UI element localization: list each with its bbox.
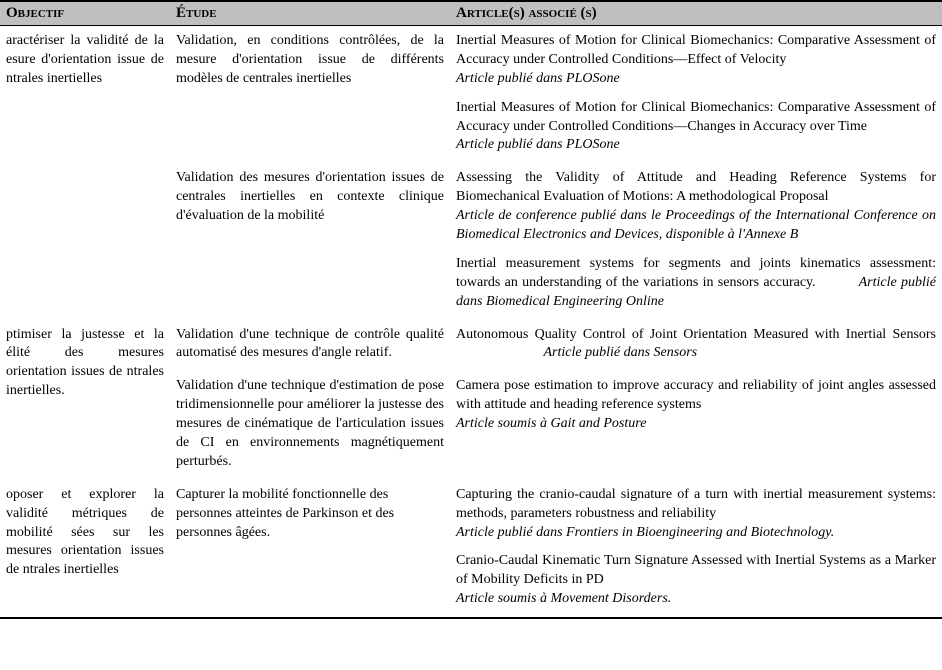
header-articles: Article(s) associé (s) (450, 1, 942, 26)
sec1-objectif: aractériser la validité de la esure d'or… (0, 26, 170, 320)
section-1: aractériser la validité de la esure d'or… (0, 26, 942, 320)
sec3-art2-title: Cranio-Caudal Kinematic Turn Signature A… (456, 553, 936, 587)
sec1-etude2: Validation des mesures d'orientation iss… (170, 163, 450, 319)
section-3: oposer et explorer la validité métriques… (0, 480, 942, 618)
header-etude: Étude (170, 1, 450, 26)
sec1-art1-title: Inertial Measures of Motion for Clinical… (456, 33, 936, 67)
sec3-art1-pub: Article publié dans Frontiers in Bioengi… (456, 525, 834, 540)
sec3-art2-pub: Article soumis à Movement Disorders. (456, 591, 671, 606)
sec2-art1-pub: Article publié dans Sensors (544, 345, 698, 360)
sec3-etude1: Capturer la mobilité fonctionnelle des p… (170, 480, 450, 618)
sec2-art2-title: Camera pose estimation to improve accura… (456, 378, 936, 412)
sec3-art1-title: Capturing the cranio-caudal signature of… (456, 487, 936, 521)
sec1-articles-block1: Inertial Measures of Motion for Clinical… (450, 26, 942, 164)
sec1-art3-pub: Article de conference publié dans le Pro… (456, 208, 936, 242)
sec3-articles: Capturing the cranio-caudal signature of… (450, 480, 942, 618)
sec1-art1-pub: Article publié dans PLOSone (456, 71, 620, 86)
sec2-etude1: Validation d'une technique de contrôle q… (170, 320, 450, 372)
sec2-etude2: Validation d'une technique d'estimation … (170, 371, 450, 479)
section-2: ptimiser la justesse et la élité des mes… (0, 320, 942, 480)
header-objectif: Objectif (0, 1, 170, 26)
sec3-objectif: oposer et explorer la validité métriques… (0, 480, 170, 618)
summary-table: Objectif Étude Article(s) associé (s) ar… (0, 0, 942, 619)
sec1-art2-title: Inertial Measures of Motion for Clinical… (456, 100, 936, 134)
sec1-art2-pub: Article publié dans PLOSone (456, 137, 620, 152)
sec2-art1: Autonomous Quality Control of Joint Orie… (450, 320, 942, 372)
sec2-art1-title: Autonomous Quality Control of Joint Orie… (456, 327, 936, 342)
table-header: Objectif Étude Article(s) associé (s) (0, 1, 942, 26)
sec1-articles-block2: Assessing the Validity of Attitude and H… (450, 163, 942, 319)
sec1-art3-title: Assessing the Validity of Attitude and H… (456, 170, 936, 204)
sec1-etude1: Validation, en conditions contrôlées, de… (170, 26, 450, 164)
sec2-art2: Camera pose estimation to improve accura… (450, 371, 942, 479)
sec2-objectif: ptimiser la justesse et la élité des mes… (0, 320, 170, 480)
sec2-art2-pub: Article soumis à Gait and Posture (456, 416, 646, 431)
